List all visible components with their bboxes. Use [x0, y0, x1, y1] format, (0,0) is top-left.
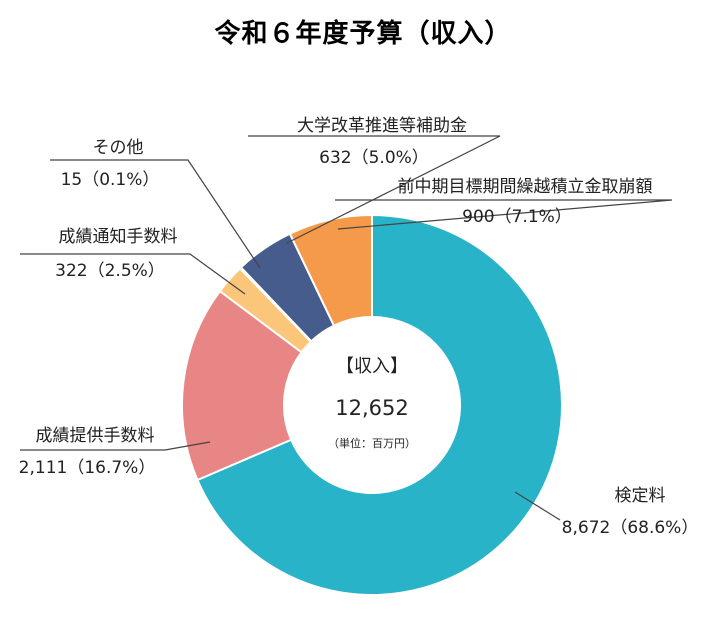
slice-1 [181, 289, 303, 482]
slice-value-label-1: 2,111（16.7%） [19, 458, 156, 478]
slice-labels: 検定料 8,672（68.6%） 成績提供手数料 2,111（16.7%） 成績通知手数… [19, 116, 699, 538]
center-unit: （単位：百万円） [328, 436, 416, 450]
slice-name-label-5: 前中期目標期間繰越積立金取崩額 [398, 177, 653, 197]
slice-name-label-4: 大学改革推進等補助金 [297, 116, 467, 136]
slice-name-label-3: その他 [93, 138, 144, 158]
leader-line-2 [20, 253, 246, 295]
slice-5 [288, 213, 373, 327]
slice-value-label-5: 900（7.1%） [462, 207, 572, 227]
slice-name-label-0: 検定料 [615, 486, 666, 506]
chart-title: 令和６年度予算（収入） [214, 18, 511, 49]
leader-line-0 [514, 491, 561, 521]
slice-value-label-2: 322（2.5%） [55, 261, 165, 281]
center-total: 12,652 [335, 396, 408, 420]
slice-value-label-4: 632（5.0%） [319, 148, 429, 168]
leader-line-5 [335, 199, 673, 230]
slice-0 [196, 213, 563, 596]
slice-value-label-0: 8,672（68.6%） [562, 518, 699, 538]
donut-slices [181, 213, 563, 596]
leader-line-3 [50, 159, 261, 269]
leader-line-4 [248, 135, 501, 244]
center-heading: 【収入】 [336, 356, 408, 377]
slice-name-label-1: 成績提供手数料 [36, 426, 155, 446]
slice-value-label-3: 15（0.1%） [61, 170, 160, 190]
leader-line-1 [20, 441, 211, 451]
slice-name-label-2: 成績通知手数料 [59, 227, 178, 247]
